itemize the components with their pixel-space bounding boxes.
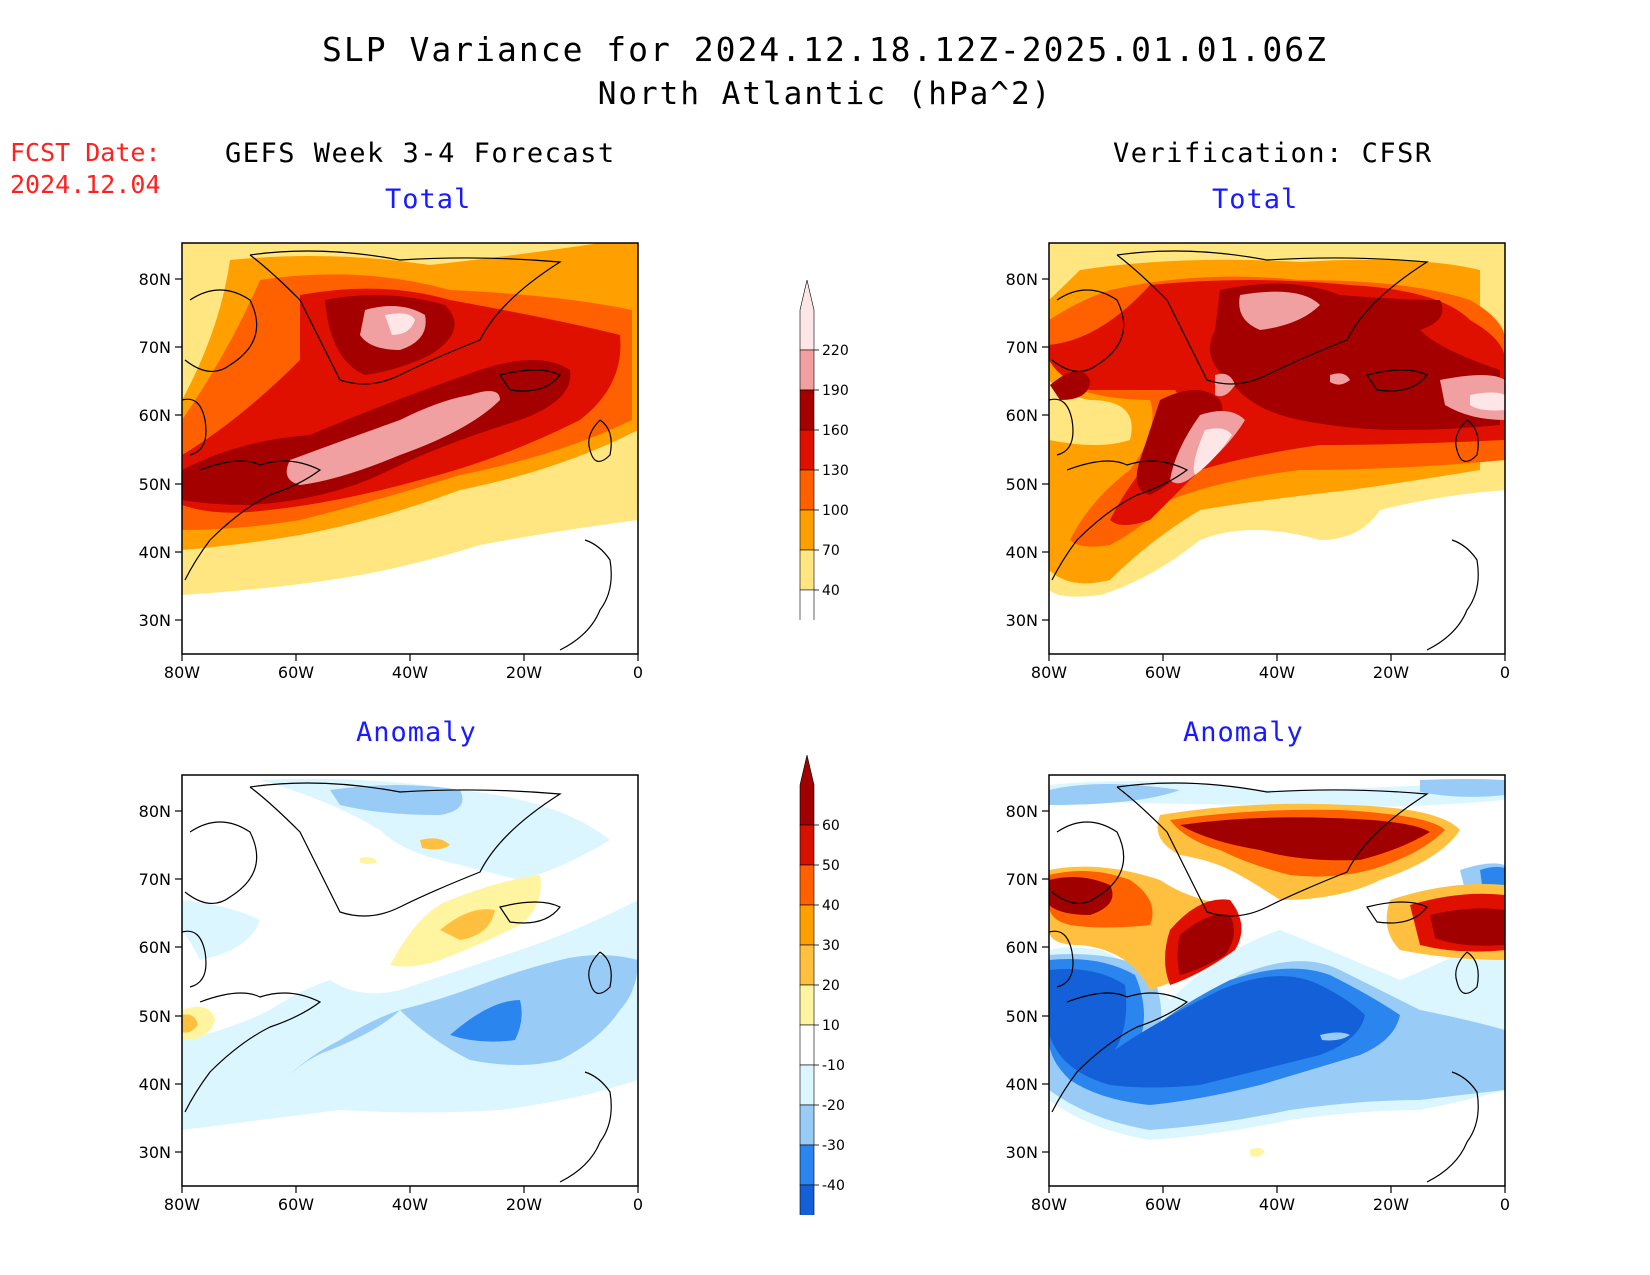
colorbar-swatch bbox=[799, 429, 815, 471]
lat-label-30n: 30N bbox=[1006, 1143, 1038, 1162]
panel-title-bottom-left: Anomaly bbox=[356, 717, 477, 748]
lat-label-80n: 80N bbox=[139, 802, 171, 821]
forecast-header: GEFS Week 3-4 Forecast bbox=[225, 138, 616, 169]
lon-label-40w: 40W bbox=[392, 663, 428, 682]
colorbar-label: 50 bbox=[822, 858, 840, 874]
lon-label-40w: 40W bbox=[1259, 1195, 1295, 1214]
colorbar-label: 100 bbox=[822, 503, 849, 519]
colorbar-label: -20 bbox=[822, 1098, 845, 1114]
lat-label-60n: 60N bbox=[139, 406, 171, 425]
lon-label-60w: 60W bbox=[278, 663, 314, 682]
colorbar-total: 220 190 160 130 100 70 40 bbox=[799, 280, 849, 620]
colorbar-swatch bbox=[799, 509, 815, 551]
lat-label-40n: 40N bbox=[1006, 543, 1038, 562]
panel-title-bottom-right: Anomaly bbox=[1183, 717, 1304, 748]
colorbar-label: -40 bbox=[822, 1178, 845, 1194]
lon-label-60w: 60W bbox=[1145, 663, 1181, 682]
colorbar-swatch bbox=[799, 824, 815, 866]
lon-label-20w: 20W bbox=[506, 1195, 542, 1214]
lat-label-40n: 40N bbox=[1006, 1075, 1038, 1094]
lon-label-60w: 60W bbox=[278, 1195, 314, 1214]
lat-label-50n: 50N bbox=[1006, 475, 1038, 494]
colorbar-label: -10 bbox=[822, 1058, 845, 1074]
colorbar-label: 220 bbox=[822, 343, 849, 359]
colorbar-top-arrow bbox=[799, 755, 815, 826]
colorbar-label: 20 bbox=[822, 978, 840, 994]
colorbar-swatch bbox=[799, 904, 815, 946]
lon-label-80w: 80W bbox=[1031, 663, 1067, 682]
lat-label-50n: 50N bbox=[1006, 1007, 1038, 1026]
colorbar-swatch bbox=[799, 864, 815, 906]
fcst-date-value: 2024.12.04 bbox=[10, 170, 161, 199]
colorbar-swatch bbox=[799, 984, 815, 1026]
colorbar-anomaly: 60 50 40 30 20 10 -10 -20 -30 -40 bbox=[799, 755, 845, 1215]
colorbar-label: 190 bbox=[822, 383, 849, 399]
colorbar-bottom-arrow bbox=[799, 1184, 815, 1215]
lat-label-40n: 40N bbox=[139, 543, 171, 562]
lat-label-60n: 60N bbox=[1006, 406, 1038, 425]
colorbar-label: 70 bbox=[822, 543, 840, 559]
lat-label-30n: 30N bbox=[1006, 611, 1038, 630]
panel-title-top-right: Total bbox=[1212, 184, 1299, 215]
lat-label-70n: 70N bbox=[139, 338, 171, 357]
lon-label-40w: 40W bbox=[392, 1195, 428, 1214]
colorbar-label: 40 bbox=[822, 583, 840, 599]
colorbar-swatch bbox=[799, 1144, 815, 1186]
colorbar-label: 40 bbox=[822, 898, 840, 914]
colorbar-label: 60 bbox=[822, 818, 840, 834]
lat-label-70n: 70N bbox=[139, 870, 171, 889]
lat-label-70n: 70N bbox=[1006, 870, 1038, 889]
lat-label-30n: 30N bbox=[139, 1143, 171, 1162]
colorbar-swatch bbox=[799, 389, 815, 431]
lon-label-80w: 80W bbox=[1031, 1195, 1067, 1214]
colorbar-label: -30 bbox=[822, 1138, 845, 1154]
colorbar-label: 30 bbox=[822, 938, 840, 954]
colorbar-label: 10 bbox=[822, 1018, 840, 1034]
lon-label-0: 0 bbox=[633, 1195, 643, 1214]
lon-label-0: 0 bbox=[1500, 1195, 1510, 1214]
lat-label-60n: 60N bbox=[139, 938, 171, 957]
colorbar-swatch bbox=[799, 1064, 815, 1106]
panel-title-top-left: Total bbox=[385, 184, 472, 215]
lon-label-40w: 40W bbox=[1259, 663, 1295, 682]
verification-header: Verification: CFSR bbox=[1113, 138, 1433, 169]
lat-label-40n: 40N bbox=[139, 1075, 171, 1094]
main-subtitle: North Atlantic (hPa^2) bbox=[597, 76, 1053, 112]
lon-label-0: 0 bbox=[1500, 663, 1510, 682]
lat-label-60n: 60N bbox=[1006, 938, 1038, 957]
lon-label-20w: 20W bbox=[1373, 663, 1409, 682]
colorbar-swatch bbox=[799, 944, 815, 986]
lon-label-80w: 80W bbox=[164, 663, 200, 682]
colorbar-swatch bbox=[799, 1024, 815, 1066]
lat-label-80n: 80N bbox=[139, 270, 171, 289]
colorbar-label: 160 bbox=[822, 423, 849, 439]
lat-label-30n: 30N bbox=[139, 611, 171, 630]
colorbar-swatch bbox=[799, 549, 815, 591]
fcst-date-label: FCST Date: bbox=[10, 138, 161, 167]
colorbar-swatch bbox=[799, 469, 815, 511]
lon-label-0: 0 bbox=[633, 663, 643, 682]
lat-label-70n: 70N bbox=[1006, 338, 1038, 357]
lat-label-50n: 50N bbox=[139, 1007, 171, 1026]
lon-label-20w: 20W bbox=[1373, 1195, 1409, 1214]
colorbar-swatch bbox=[799, 1104, 815, 1146]
lat-label-80n: 80N bbox=[1006, 270, 1038, 289]
lon-label-80w: 80W bbox=[164, 1195, 200, 1214]
colorbar-bottom-arrow bbox=[799, 589, 815, 620]
lat-label-80n: 80N bbox=[1006, 802, 1038, 821]
lon-label-20w: 20W bbox=[506, 663, 542, 682]
main-title: SLP Variance for 2024.12.18.12Z-2025.01.… bbox=[322, 30, 1328, 69]
lat-label-50n: 50N bbox=[139, 475, 171, 494]
fcst-date: FCST Date: 2024.12.04 bbox=[10, 137, 161, 201]
lon-label-60w: 60W bbox=[1145, 1195, 1181, 1214]
colorbar-swatch bbox=[799, 349, 815, 391]
colorbar-label: 130 bbox=[822, 463, 849, 479]
colorbar-top-arrow bbox=[799, 280, 815, 351]
